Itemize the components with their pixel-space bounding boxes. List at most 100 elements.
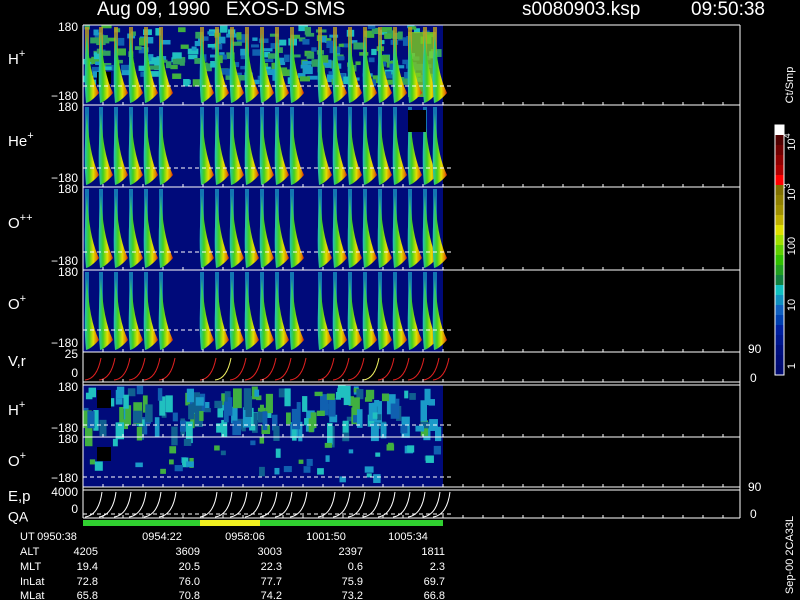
spectrum-cell: [339, 476, 346, 483]
spectrum-cell: [272, 414, 278, 431]
cell: 19.4: [77, 561, 98, 573]
spectrum-cell: [172, 52, 182, 59]
spectrum-cell: [190, 413, 195, 429]
spectrum-cell: [425, 455, 434, 463]
spectrum-cell: [387, 69, 397, 76]
spectrum-cell: [101, 25, 112, 29]
spectrum-cell: [199, 411, 204, 421]
spectrum-cell: [298, 459, 304, 464]
cell: 75.9: [342, 576, 363, 588]
spectrum-cell: [306, 52, 315, 59]
ep-curve: [317, 491, 336, 518]
spectrum-cell: [121, 70, 133, 76]
spectrum-cell: [134, 46, 142, 50]
label-text: O: [8, 215, 20, 232]
colorbar-cell: [775, 185, 784, 195]
spectrum-cell: [85, 392, 93, 400]
vr-curve: [347, 357, 365, 381]
ep-curve: [229, 491, 248, 518]
right-tick-label: 90: [748, 342, 762, 356]
spectrum-cell: [121, 419, 129, 430]
spectrum-cell: [262, 69, 274, 76]
spectrum-cell: [350, 40, 358, 44]
crescent: [158, 113, 173, 185]
spectrum-cell: [240, 65, 247, 70]
title: Aug 09, 1990 EXOS-D SMS: [97, 0, 345, 20]
spectrum-cell: [384, 33, 392, 39]
spectrum-cell: [302, 61, 313, 65]
label-sup: +: [20, 293, 26, 305]
ep-curve: [128, 491, 147, 518]
spectrum-cell: [316, 410, 325, 417]
crescent: [392, 33, 407, 103]
spectrum-cell: [232, 420, 242, 436]
crescent: [332, 113, 347, 185]
spectrum-cell: [327, 422, 333, 445]
colorbar-cell: [775, 345, 784, 355]
y-tick-label: −180: [51, 471, 78, 485]
crescent: [432, 113, 447, 185]
cell: 69.7: [424, 576, 445, 588]
spectrum-cell: [334, 56, 345, 61]
colorbar-cell: [775, 355, 784, 365]
crescent: [274, 33, 289, 103]
spectrum-cell: [116, 386, 125, 399]
spectrum-cell: [366, 30, 375, 38]
crescent: [98, 113, 113, 185]
spectrum-cell: [174, 465, 183, 472]
spectrum-cell: [117, 48, 126, 56]
file-time: 09:50:38: [691, 0, 765, 20]
spectrum-cell: [352, 397, 360, 418]
colorbar-label-text: 10: [786, 138, 798, 150]
spectrum-cell: [325, 455, 330, 462]
row-label: MLat: [20, 590, 44, 600]
spectrum-cell: [183, 438, 192, 446]
cell: 0.6: [348, 561, 363, 573]
colorbar-label: 10: [786, 299, 798, 311]
spectrum-cell: [366, 473, 372, 478]
spectrum-cell: [121, 64, 131, 71]
spectrum-cell: [257, 411, 267, 423]
spectrum-cell: [188, 54, 198, 60]
crescent: [289, 113, 304, 185]
label-sup: +: [19, 399, 25, 411]
spectrum-cell: [251, 44, 259, 48]
spectrum-cell: [159, 396, 166, 416]
spectrum-cell: [151, 57, 162, 64]
ep-curve: [377, 491, 396, 518]
vr-curve: [199, 357, 217, 381]
panel-label: E,p: [8, 488, 31, 505]
colorbar-cell: [775, 255, 784, 265]
spectrum-cell: [169, 446, 177, 454]
ep-curve: [244, 491, 263, 518]
spectrum-cell: [231, 406, 238, 424]
spectrum-cell: [176, 57, 186, 63]
spectrum-cell: [254, 389, 260, 397]
spectrum-cell: [329, 414, 338, 423]
crescent: [214, 195, 229, 268]
ep-curve: [422, 491, 441, 518]
spectrum-cell: [139, 37, 147, 46]
cell: 3609: [176, 546, 200, 558]
colorbar-label: 1: [786, 363, 798, 369]
ep-curve: [289, 491, 308, 518]
row-label: UT: [20, 531, 35, 543]
right-tick-label: 0: [750, 371, 757, 385]
y-tick-label: 25: [65, 347, 79, 361]
ep-curve: [392, 491, 411, 518]
vr-curve: [113, 357, 131, 381]
spectrum-cell: [185, 421, 193, 444]
crescent: [143, 195, 158, 268]
crescent: [392, 195, 407, 268]
spectrum-cell: [221, 419, 228, 437]
spectrum-cell: [348, 449, 354, 454]
spectrum-cell: [236, 75, 246, 81]
spectrum-cell: [191, 46, 197, 51]
spectrum-cell: [240, 48, 249, 56]
spectrum-cell: [311, 59, 319, 67]
colorbar-label-text: 10: [786, 188, 798, 200]
qa-bar: [260, 520, 443, 526]
spectrum-cell: [265, 393, 273, 414]
qa-bar: [83, 520, 200, 526]
crescent: [377, 33, 392, 103]
